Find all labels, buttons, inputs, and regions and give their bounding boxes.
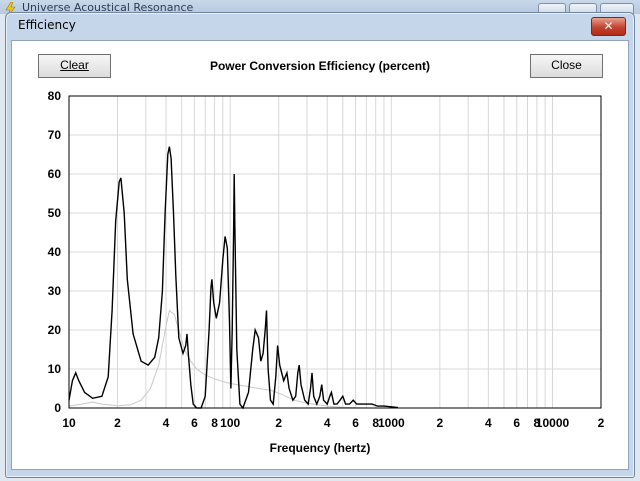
plot-frame bbox=[68, 95, 602, 409]
background-window-title: Universe Acoustical Resonance bbox=[22, 1, 194, 14]
close-button[interactable]: Close bbox=[530, 54, 603, 78]
y-tick-label: 70 bbox=[48, 128, 62, 142]
x-tick-label: 2 bbox=[275, 416, 282, 430]
app-logo-icon bbox=[5, 2, 16, 16]
x-tick-label: 6 bbox=[513, 416, 520, 430]
x-tick-label: 1000 bbox=[378, 416, 405, 430]
series-line-faint bbox=[68, 309, 367, 409]
dialog-close-icon[interactable]: ✕ bbox=[591, 17, 626, 36]
x-tick-label: 4 bbox=[324, 416, 331, 430]
dialog-client-area: Clear Close Power Conversion Efficiency … bbox=[11, 40, 629, 470]
y-tick-label: 40 bbox=[48, 245, 62, 259]
x-tick-label: 10000 bbox=[536, 416, 570, 430]
x-tick-label: 4 bbox=[485, 416, 492, 430]
y-tick-label: 60 bbox=[48, 167, 62, 181]
x-tick-label: 4 bbox=[163, 416, 170, 430]
y-tick-label: 30 bbox=[48, 284, 62, 298]
x-tick-label: 2 bbox=[436, 416, 443, 430]
x-tick-label: 6 bbox=[352, 416, 359, 430]
x-tick-label: 6 bbox=[191, 416, 198, 430]
x-tick-label: 100 bbox=[220, 416, 240, 430]
y-tick-label: 20 bbox=[48, 323, 62, 337]
x-tick-label: 8 bbox=[211, 416, 218, 430]
y-tick-label: 0 bbox=[54, 401, 61, 415]
x-tick-label: 8 bbox=[534, 416, 541, 430]
x-tick-label: 10 bbox=[62, 416, 76, 430]
x-tick-label: 2 bbox=[598, 416, 605, 430]
y-axis-ticks: 0 10 20 30 40 50 60 70 80 bbox=[48, 89, 62, 415]
series-line-main bbox=[68, 146, 399, 410]
dialog-title: Efficiency bbox=[18, 18, 76, 32]
chart-title: Power Conversion Efficiency (percent) bbox=[209, 59, 431, 73]
x-tick-label: 2 bbox=[114, 416, 121, 430]
x-tick-label: 8 bbox=[372, 416, 379, 430]
x-axis-label: Frequency (hertz) bbox=[270, 441, 371, 455]
chart-grid bbox=[68, 95, 602, 409]
y-tick-label: 50 bbox=[48, 206, 62, 220]
y-tick-label: 80 bbox=[48, 89, 62, 103]
background-window-titlebar bbox=[0, 0, 640, 14]
efficiency-dialog: Efficiency ✕ Clear Close Power Conversio… bbox=[5, 12, 635, 478]
clear-button[interactable]: Clear bbox=[38, 54, 111, 78]
chart-series bbox=[68, 146, 399, 410]
y-tick-label: 10 bbox=[48, 362, 62, 376]
